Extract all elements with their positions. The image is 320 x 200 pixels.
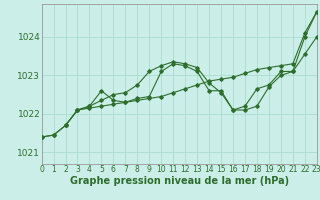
X-axis label: Graphe pression niveau de la mer (hPa): Graphe pression niveau de la mer (hPa) xyxy=(70,176,289,186)
